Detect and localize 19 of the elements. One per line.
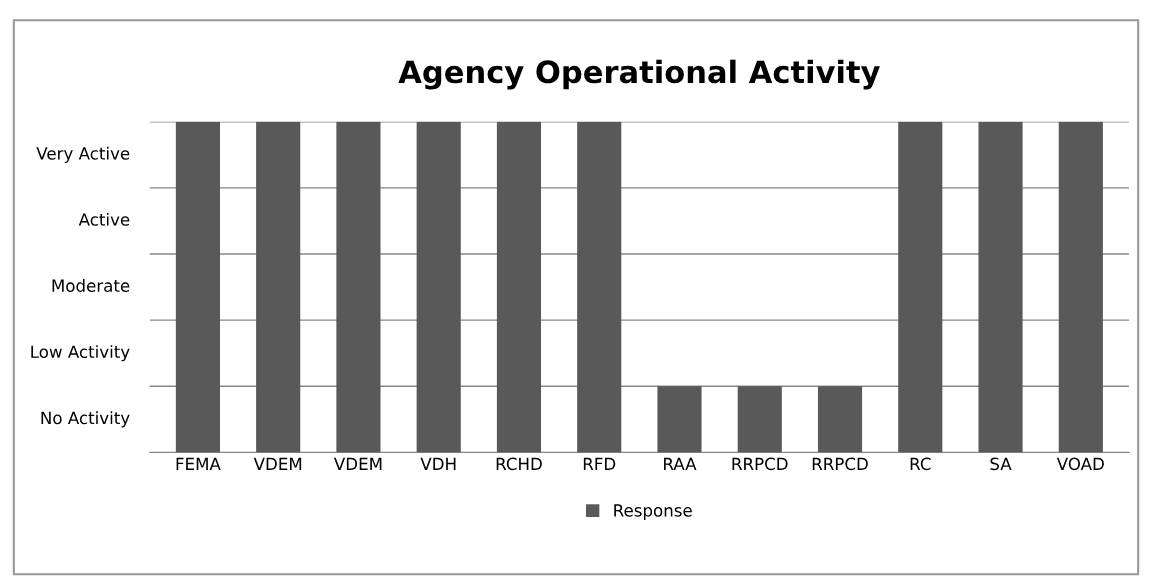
x-tick-label: RRPCD <box>812 457 868 471</box>
x-tick-label: VDEM <box>334 457 382 470</box>
x-tick-label: FEMA <box>176 457 221 470</box>
x-tick-label: RRPCD <box>732 457 788 471</box>
text: No Activity <box>41 411 130 428</box>
text: Moderate <box>52 279 130 292</box>
x-tick-label: VOAD <box>1056 457 1104 471</box>
text: Active <box>78 212 130 226</box>
x-tick-label: VDH <box>420 457 456 470</box>
chart-title: Agency Operational Activity <box>398 59 880 90</box>
text: Low Activity <box>31 345 130 362</box>
x-tick-label: SA <box>990 457 1012 471</box>
text: Very Active <box>36 146 130 163</box>
x-tick-label: VDEM <box>253 457 302 470</box>
legend-label: Response <box>614 504 692 520</box>
x-tick-label: RC <box>910 457 931 471</box>
x-tick-label: RFD <box>583 457 616 470</box>
x-tick-label: RCHD <box>496 457 542 471</box>
x-tick-label: RAA <box>664 457 697 470</box>
